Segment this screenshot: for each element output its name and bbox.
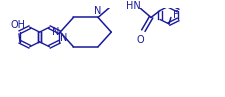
Text: N: N [94,6,101,16]
Text: N: N [60,33,67,43]
Text: F: F [172,10,178,20]
Text: N: N [52,27,59,37]
Text: O: O [136,35,144,45]
Text: HN: HN [126,1,141,11]
Text: OH: OH [11,20,25,30]
